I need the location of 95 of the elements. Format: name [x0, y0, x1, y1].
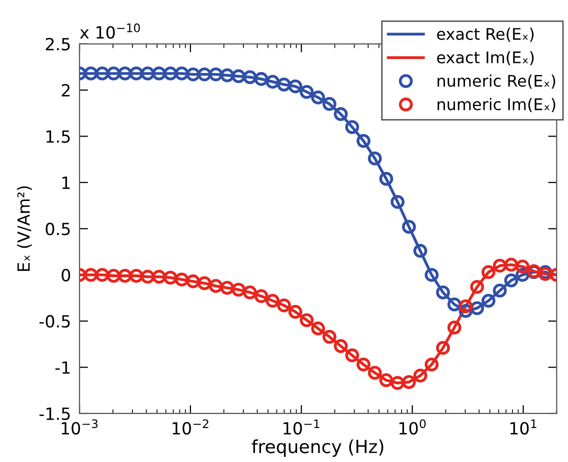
- point: [424, 268, 439, 282]
- point: [345, 120, 360, 134]
- point: [516, 260, 530, 274]
- point: [447, 320, 462, 335]
- y-tick-label: -1.5: [39, 408, 70, 420]
- point: [266, 294, 280, 308]
- point: [368, 366, 382, 380]
- point: [300, 84, 314, 99]
- point: [208, 67, 223, 82]
- point: [402, 375, 416, 390]
- point: [118, 66, 132, 80]
- point: [504, 258, 518, 272]
- point: [220, 280, 234, 295]
- point: [322, 330, 336, 344]
- point: [106, 268, 121, 283]
- y-tick-label: 0.5: [46, 222, 70, 236]
- y-tick-label: 0: [62, 268, 70, 282]
- x-axis-title: frequency (Hz): [252, 439, 384, 457]
- point: [140, 270, 155, 284]
- point: [129, 66, 144, 80]
- y-tick-label: 2.5: [46, 38, 70, 50]
- point: [458, 299, 473, 314]
- x-tick-label: 10$^{−1}$: [284, 419, 320, 435]
- point: [288, 79, 302, 94]
- point: [208, 279, 223, 293]
- x-tick-label: 10$^{0}$: [399, 419, 426, 435]
- point: [368, 152, 382, 166]
- point: [413, 368, 428, 383]
- point: [186, 67, 200, 82]
- point: [266, 74, 280, 89]
- point: [242, 286, 257, 300]
- point: [470, 280, 484, 294]
- y-axis-title: Eₓ (V/Am²): [17, 186, 32, 271]
- legend-label: numeric Im(Eₓ): [438, 98, 556, 112]
- point: [356, 134, 370, 148]
- point: [84, 66, 98, 80]
- point: [300, 313, 314, 328]
- point: [232, 282, 246, 297]
- y-tick-label: 2: [62, 84, 70, 96]
- point: [322, 97, 336, 111]
- text: x 10$^{−10}$: [80, 23, 140, 39]
- x-tick-label: 10$^{−3}$: [62, 419, 98, 435]
- point: [334, 339, 348, 353]
- y-tick-label: -1: [55, 361, 70, 374]
- point: [242, 70, 257, 84]
- point: [95, 66, 110, 80]
- y-tick-label: 1.5: [46, 130, 70, 143]
- point: [379, 172, 394, 186]
- point: [152, 270, 166, 284]
- point: [277, 78, 291, 92]
- point: [334, 107, 348, 122]
- point: [95, 268, 110, 282]
- point: [174, 66, 189, 80]
- point: [413, 244, 428, 258]
- x-tick-label: 10$^{1}$: [510, 419, 536, 435]
- x-tick-label: 10$^{−2}$: [172, 419, 208, 435]
- point: [436, 286, 450, 300]
- point: [277, 298, 291, 312]
- point: [311, 322, 326, 336]
- point: [492, 284, 507, 298]
- y-tick-label: 1: [62, 176, 70, 189]
- legend-label: numeric Re(Eₓ): [438, 74, 556, 89]
- point: [198, 276, 212, 290]
- point: [140, 66, 155, 80]
- point: [174, 272, 189, 286]
- point: [345, 348, 360, 362]
- point: [492, 258, 507, 273]
- point: [288, 304, 302, 319]
- point: [356, 358, 370, 372]
- point: [504, 273, 518, 288]
- point: [198, 67, 212, 82]
- point: [118, 268, 132, 283]
- point: [482, 294, 496, 308]
- point: [436, 340, 450, 355]
- point: [254, 72, 268, 86]
- point: [390, 376, 405, 390]
- point: [186, 274, 200, 288]
- point: [379, 373, 394, 388]
- y-tick-label: -0.5: [39, 315, 70, 328]
- point: [482, 265, 496, 280]
- point: [163, 270, 178, 285]
- point: [232, 69, 246, 84]
- point: [311, 90, 326, 104]
- point: [106, 66, 121, 80]
- point: [390, 194, 405, 209]
- legend-label: exact Im(Eₓ): [437, 51, 534, 66]
- legend-label: exact Re(Eₓ): [437, 28, 534, 42]
- point: [254, 289, 268, 304]
- point: [402, 220, 416, 234]
- point: [129, 268, 144, 283]
- point: [424, 358, 439, 372]
- point: [152, 66, 166, 80]
- point: [220, 68, 234, 82]
- point: [84, 268, 98, 282]
- point: [163, 66, 178, 80]
